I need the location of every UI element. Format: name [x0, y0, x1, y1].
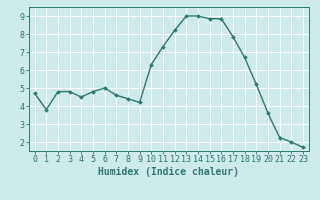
X-axis label: Humidex (Indice chaleur): Humidex (Indice chaleur) [98, 167, 239, 177]
